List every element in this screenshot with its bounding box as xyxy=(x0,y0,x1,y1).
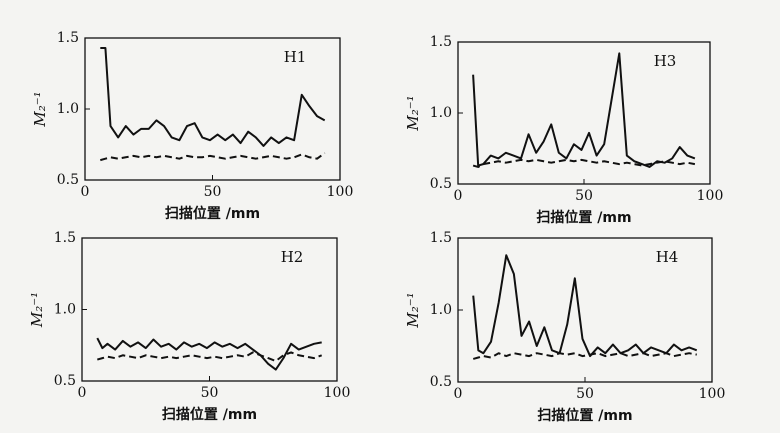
x-tick-label: 0 xyxy=(78,385,87,401)
series-line xyxy=(472,158,696,168)
series-line xyxy=(472,352,697,360)
y-axis-label: M₂⁻¹ xyxy=(28,292,46,328)
x-tick-label: 50 xyxy=(204,184,222,200)
series-line xyxy=(472,52,696,168)
series-line xyxy=(472,254,698,358)
y-tick-label: 0.5 xyxy=(54,373,76,389)
x-tick-label: 0 xyxy=(454,188,463,204)
x-tick-label: 100 xyxy=(699,386,726,402)
x-tick-label: 0 xyxy=(454,386,463,402)
x-axis-label: 扫描位置 /mm xyxy=(536,209,631,226)
x-tick-label: 50 xyxy=(575,188,593,204)
y-axis-label: M₂⁻¹ xyxy=(404,95,422,131)
y-axis-label: M₂⁻¹ xyxy=(404,292,422,328)
x-tick-label: 100 xyxy=(327,184,354,200)
panel-title: H3 xyxy=(654,52,677,70)
series-line xyxy=(100,46,326,147)
panel-title: H2 xyxy=(281,248,304,266)
series-line xyxy=(97,351,323,362)
panel-title: H4 xyxy=(656,248,679,266)
y-tick-label: 0.5 xyxy=(57,172,79,188)
x-tick-label: 100 xyxy=(324,385,351,401)
panel-title: H1 xyxy=(284,48,307,66)
y-tick-label: 1.5 xyxy=(54,230,76,246)
y-tick-label: 1.0 xyxy=(430,105,452,121)
y-tick-label: 1.0 xyxy=(54,302,76,318)
y-axis-label: M₂⁻¹ xyxy=(31,91,49,127)
series-line xyxy=(100,152,326,162)
y-tick-label: 1.5 xyxy=(430,34,452,50)
y-tick-label: 0.5 xyxy=(430,176,452,192)
x-axis-label: 扫描位置 /mm xyxy=(537,407,632,424)
y-tick-label: 0.5 xyxy=(430,374,452,390)
x-tick-label: 100 xyxy=(697,188,724,204)
x-tick-label: 50 xyxy=(201,385,219,401)
x-tick-label: 50 xyxy=(576,386,594,402)
series-line xyxy=(96,337,322,371)
x-axis-label: 扫描位置 /mm xyxy=(162,406,257,423)
x-tick-label: 0 xyxy=(81,184,90,200)
y-tick-label: 1.0 xyxy=(57,101,79,117)
y-tick-label: 1.5 xyxy=(57,30,79,46)
x-axis-label: 扫描位置 /mm xyxy=(165,205,260,222)
y-tick-label: 1.0 xyxy=(430,302,452,318)
y-tick-label: 1.5 xyxy=(430,230,452,246)
